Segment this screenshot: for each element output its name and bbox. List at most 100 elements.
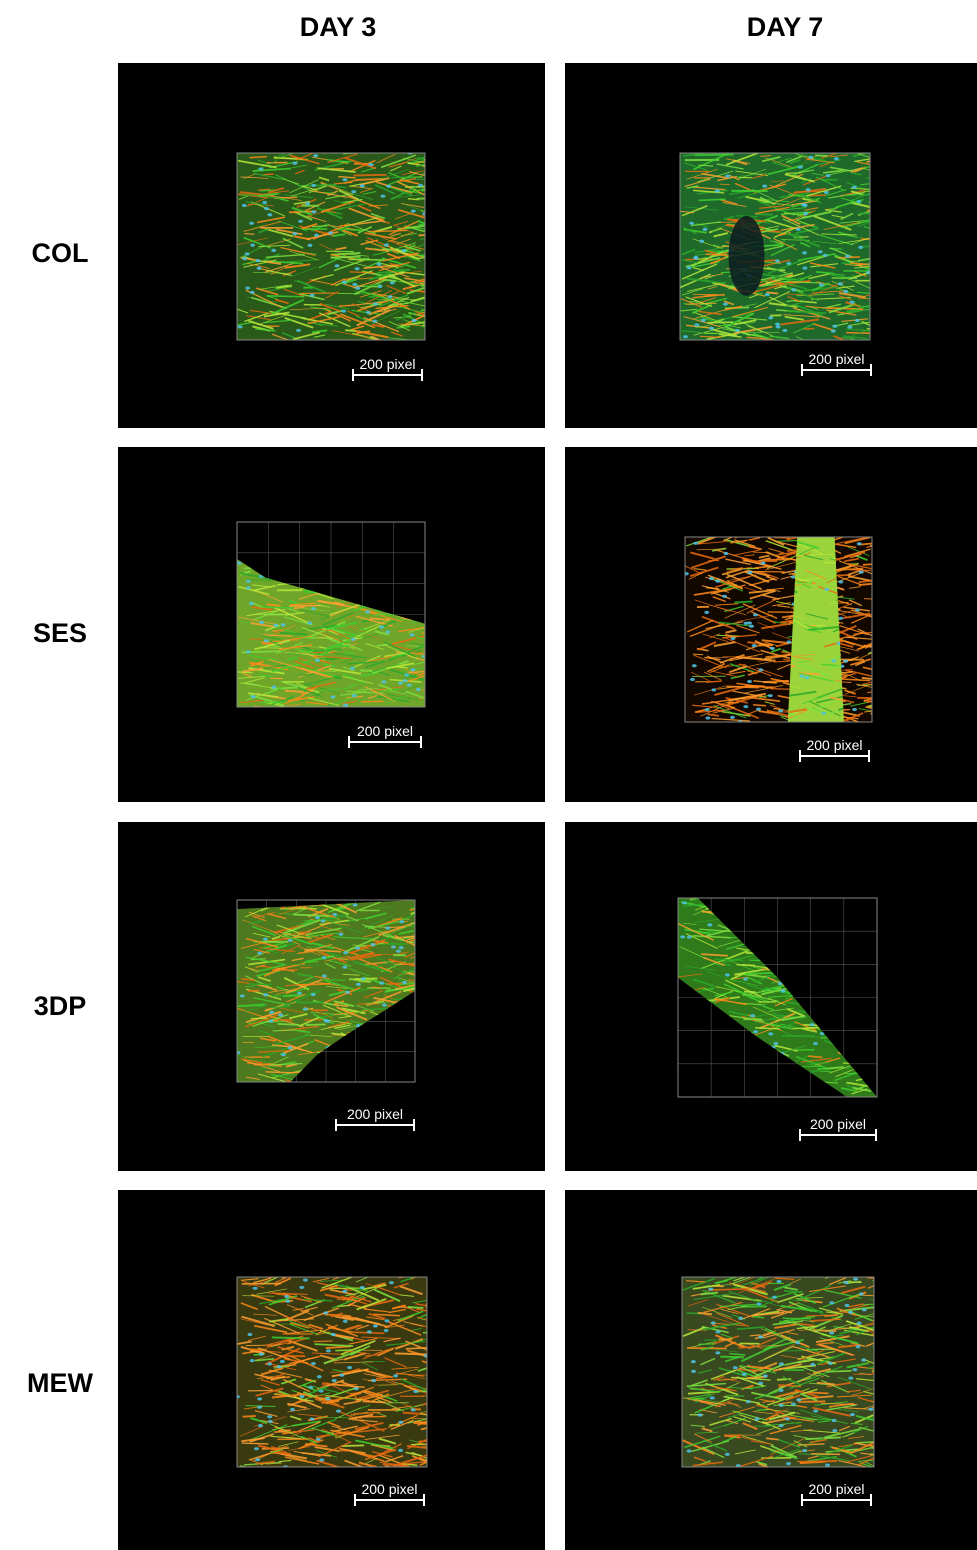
fiber xyxy=(297,984,331,985)
nucleus xyxy=(319,1389,324,1392)
image-panel: 200 pixel xyxy=(565,63,977,428)
nucleus xyxy=(352,283,357,286)
nucleus xyxy=(250,1359,255,1362)
nucleus xyxy=(354,1387,359,1390)
nucleus xyxy=(687,936,692,939)
fiber xyxy=(303,962,318,963)
nucleus xyxy=(694,323,699,326)
nucleus xyxy=(791,575,796,578)
nucleus xyxy=(377,263,382,266)
nucleus xyxy=(323,1019,328,1022)
nucleus xyxy=(725,973,730,976)
nucleus xyxy=(246,580,251,583)
nucleus xyxy=(361,977,366,980)
nucleus xyxy=(852,1368,857,1371)
nucleus xyxy=(273,624,278,627)
fiber xyxy=(272,1453,291,1454)
scale-bar-label: 200 pixel xyxy=(808,351,864,367)
nucleus xyxy=(843,290,848,293)
nucleus xyxy=(385,926,390,929)
nucleus xyxy=(744,622,749,625)
nucleus xyxy=(384,243,389,246)
nucleus xyxy=(832,325,837,328)
nucleus xyxy=(747,680,752,683)
nucleus xyxy=(754,1417,759,1420)
nucleus xyxy=(259,167,264,170)
nucleus xyxy=(238,325,243,328)
nucleus xyxy=(263,937,268,940)
scale-bar-label: 200 pixel xyxy=(359,356,415,372)
fiber xyxy=(305,638,331,639)
nucleus xyxy=(844,1281,849,1284)
nucleus xyxy=(831,330,836,333)
nucleus xyxy=(750,1014,755,1017)
nucleus xyxy=(332,1379,337,1382)
nucleus xyxy=(795,1341,800,1344)
fiber xyxy=(272,1337,310,1338)
nucleus xyxy=(832,1429,837,1432)
image-panel: 200 pixel xyxy=(565,1190,977,1550)
nucleus xyxy=(268,1420,273,1423)
nucleus xyxy=(786,1462,791,1465)
nucleus xyxy=(810,1023,815,1026)
nucleus xyxy=(326,1349,331,1352)
nucleus xyxy=(693,256,698,259)
nucleus xyxy=(322,956,327,959)
nucleus xyxy=(382,1004,387,1007)
nucleus xyxy=(832,1419,837,1422)
nucleus xyxy=(799,675,804,678)
nucleus xyxy=(267,1362,272,1365)
nucleus xyxy=(343,951,348,954)
nucleus xyxy=(281,1053,286,1056)
nucleus xyxy=(868,1408,873,1411)
nucleus xyxy=(403,679,408,682)
nucleus xyxy=(388,295,393,298)
fiber xyxy=(800,1461,837,1462)
nucleus xyxy=(689,222,694,225)
nucleus xyxy=(828,1362,833,1365)
nucleus xyxy=(758,1382,763,1385)
scale-bar-label: 200 pixel xyxy=(357,723,413,739)
nucleus xyxy=(311,993,316,996)
nucleus xyxy=(264,207,269,210)
nucleus xyxy=(753,1030,758,1033)
nucleus xyxy=(692,664,697,667)
nucleus xyxy=(765,293,770,296)
nucleus xyxy=(385,630,390,633)
fiber xyxy=(326,918,338,919)
nucleus xyxy=(366,311,371,314)
nucleus xyxy=(808,156,813,159)
nucleus xyxy=(709,327,714,330)
image-panel: 200 pixel xyxy=(565,822,977,1171)
nucleus xyxy=(725,174,730,177)
nucleus xyxy=(824,588,829,591)
fiber xyxy=(300,932,311,933)
nucleus xyxy=(843,660,848,663)
nucleus xyxy=(848,1376,853,1379)
fiber xyxy=(826,1371,852,1372)
nucleus xyxy=(256,259,261,262)
fiber xyxy=(363,1401,386,1402)
nucleus xyxy=(758,668,763,671)
nucleus xyxy=(768,316,773,319)
nucleus xyxy=(410,668,415,671)
nucleus xyxy=(762,185,767,188)
nucleus xyxy=(390,281,395,284)
nucleus xyxy=(826,174,831,177)
fiber xyxy=(715,960,744,961)
nucleus xyxy=(834,157,839,160)
nucleus xyxy=(708,1288,713,1291)
nucleus xyxy=(858,246,863,249)
scale-bar-label: 200 pixel xyxy=(808,1481,864,1497)
nucleus xyxy=(311,184,316,187)
fiber xyxy=(369,619,389,620)
nucleus xyxy=(296,329,301,332)
nucleus xyxy=(335,264,340,267)
nucleus xyxy=(345,991,350,994)
nucleus xyxy=(341,310,346,313)
fiber xyxy=(247,580,274,581)
nucleus xyxy=(350,667,355,670)
nucleus xyxy=(343,1320,348,1323)
nucleus xyxy=(691,1370,696,1373)
nucleus xyxy=(257,267,262,270)
